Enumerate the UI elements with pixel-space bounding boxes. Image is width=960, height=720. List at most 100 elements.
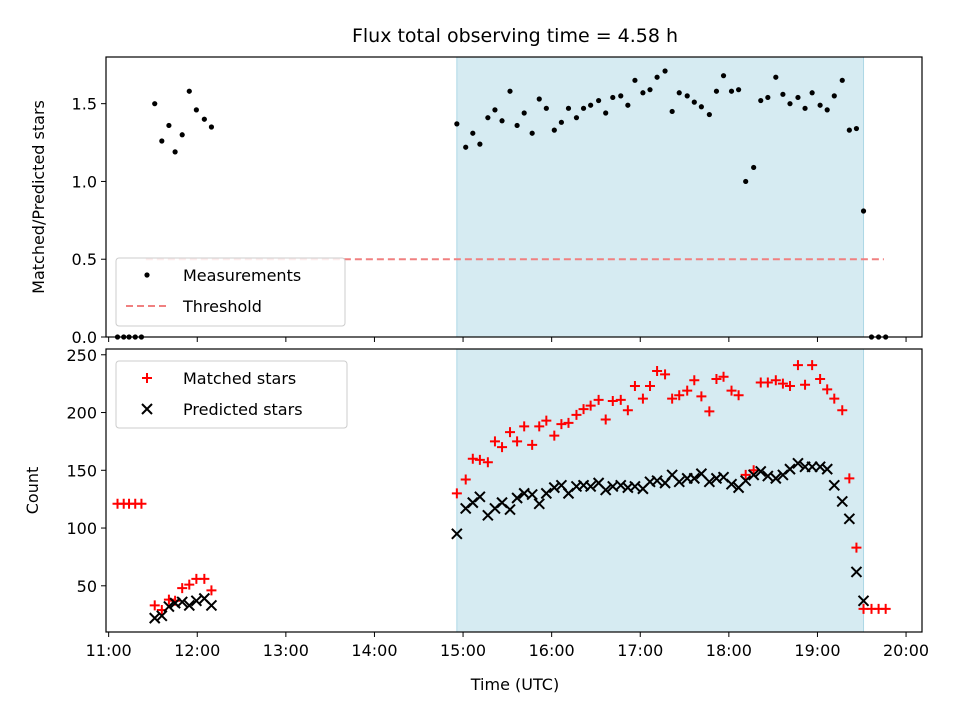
matched-star-marker: [149, 600, 160, 611]
predicted-star-marker: [526, 488, 538, 501]
matched-star-marker: [784, 380, 795, 391]
measurement-point: [698, 104, 704, 110]
measurement-point: [558, 119, 565, 125]
measurement-point: [824, 107, 830, 113]
measurement-point: [669, 108, 675, 115]
measurement-point: [463, 144, 469, 150]
predicted-star-marker: [673, 476, 685, 488]
legend-label: Predicted stars: [183, 400, 303, 419]
predicted-star-marker: [190, 595, 203, 607]
matched-star-marker: [800, 379, 811, 390]
matched-star-marker: [474, 454, 485, 465]
predicted-star-marker: [183, 599, 195, 612]
measurement-point: [787, 101, 793, 107]
predicted-star-marker: [688, 472, 701, 485]
legend-label: Matched stars: [183, 369, 296, 388]
measurement-point: [853, 125, 860, 132]
measurement-point: [603, 110, 609, 116]
matched-star-marker: [512, 436, 523, 447]
matched-star-marker: [822, 384, 833, 395]
measurement-point: [193, 107, 199, 113]
matched-star-marker: [807, 360, 818, 371]
measurement-point: [507, 88, 513, 94]
predicted-star-marker: [163, 600, 175, 613]
matched-star-marker: [497, 442, 508, 453]
predicted-star-marker: [762, 470, 774, 482]
matched-star-marker: [451, 488, 462, 499]
matched-star-marker: [549, 430, 560, 441]
matched-star-marker: [136, 498, 147, 509]
predicted-star-marker: [176, 596, 188, 608]
matched-star-marker: [762, 377, 773, 388]
predicted-star-marker: [843, 513, 856, 525]
matched-star-marker: [637, 393, 648, 404]
y-tick-label: 100: [66, 519, 97, 538]
matched-star-marker: [184, 579, 195, 590]
matched-star-marker: [177, 583, 188, 594]
x-tick-label: 19:00: [794, 641, 840, 660]
matched-star-marker: [622, 405, 633, 416]
measurement-point: [676, 90, 682, 96]
predicted-star-marker: [540, 487, 553, 500]
measurement-point: [640, 90, 646, 96]
x-tick-label: 15:00: [440, 641, 486, 660]
matched-star-marker: [740, 469, 751, 480]
predicted-star-marker: [548, 481, 561, 494]
measurement-point: [839, 77, 845, 83]
matched-star-marker: [660, 369, 671, 380]
measurement-point: [596, 97, 602, 104]
matched-star-marker: [792, 360, 803, 371]
measurement-point: [795, 94, 801, 101]
matched-star-marker: [534, 421, 545, 432]
x-tick-label: 12:00: [174, 641, 220, 660]
matched-star-marker: [726, 385, 737, 396]
y-tick-label: 250: [66, 346, 97, 365]
matched-star-marker: [711, 374, 722, 385]
measurement-point: [152, 101, 158, 107]
matched-star-marker: [696, 391, 707, 402]
measurement-point: [654, 74, 660, 80]
x-tick-label: 16:00: [529, 641, 575, 660]
matched-star-marker: [460, 474, 471, 485]
measurement-point: [166, 122, 172, 129]
measurement-point: [809, 90, 815, 96]
legend-box: [115, 360, 348, 429]
matched-star-marker: [571, 409, 582, 420]
measurement-point: [817, 102, 823, 108]
measurement-point: [684, 93, 690, 99]
measurement-point: [179, 132, 185, 138]
matched-star-marker: [815, 374, 826, 385]
legend: Matched stars Predicted stars: [115, 360, 348, 429]
top-panel: 0.0 0.5 1.0 1.5 Matched/Predicted stars Measu…: [29, 56, 923, 347]
matched-star-marker: [829, 393, 840, 404]
legend: Measurements Threshold: [115, 257, 346, 327]
measurement-point: [802, 105, 808, 111]
matched-star-marker: [689, 375, 700, 386]
measurement-point: [860, 208, 867, 214]
y-tick-label: 200: [66, 404, 97, 423]
predicted-star-marker: [755, 465, 767, 478]
legend-matched-marker: [142, 373, 152, 383]
matched-star-marker: [777, 378, 788, 389]
matched-star-marker: [733, 390, 744, 401]
matched-star-marker: [489, 436, 500, 447]
matched-star-marker: [851, 542, 862, 553]
measurement-point: [477, 141, 483, 147]
matched-star-marker: [199, 573, 210, 584]
legend-predicted-marker: [141, 403, 153, 415]
measurement-point: [588, 102, 594, 108]
matched-star-marker: [563, 417, 574, 428]
measurement-point: [773, 74, 779, 80]
predicted-star-marker: [747, 469, 760, 481]
matched-star-marker: [482, 457, 493, 468]
y-tick-label: 1.0: [72, 172, 97, 191]
measurement-point: [573, 115, 580, 121]
x-tick-label: 18:00: [706, 641, 752, 660]
matched-star-marker: [667, 393, 678, 404]
matched-star-marker: [615, 394, 626, 405]
predicted-star-marker: [474, 491, 486, 503]
observing-span: [456, 348, 865, 633]
matched-star-marker: [607, 395, 618, 406]
measurement-point: [159, 138, 165, 144]
measurement-point: [499, 118, 505, 124]
